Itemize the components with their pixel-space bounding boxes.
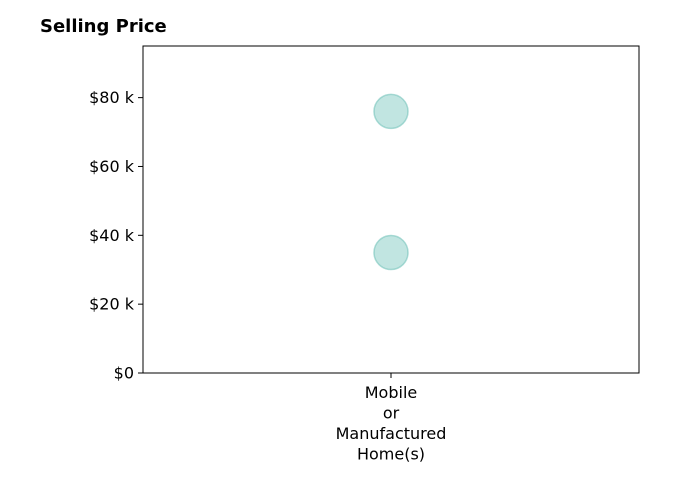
x-tick-label: Mobile or Manufactured Home(s) <box>336 383 447 464</box>
data-point <box>373 93 409 130</box>
data-point <box>373 234 409 271</box>
y-tick-label: $0 <box>114 364 134 383</box>
y-tick-label: $20 k <box>89 295 135 314</box>
x-axis: Mobile or Manufactured Home(s) <box>336 373 447 464</box>
y-tick-label: $80 k <box>89 88 135 107</box>
y-tick-label: $40 k <box>89 226 135 245</box>
chart-title: Selling Price <box>40 16 167 37</box>
y-tick-label: $60 k <box>89 157 135 176</box>
data-points <box>373 93 409 271</box>
plot-frame <box>142 45 640 374</box>
y-axis: $0 $20 k $40 k $60 k $80 k <box>89 88 143 383</box>
